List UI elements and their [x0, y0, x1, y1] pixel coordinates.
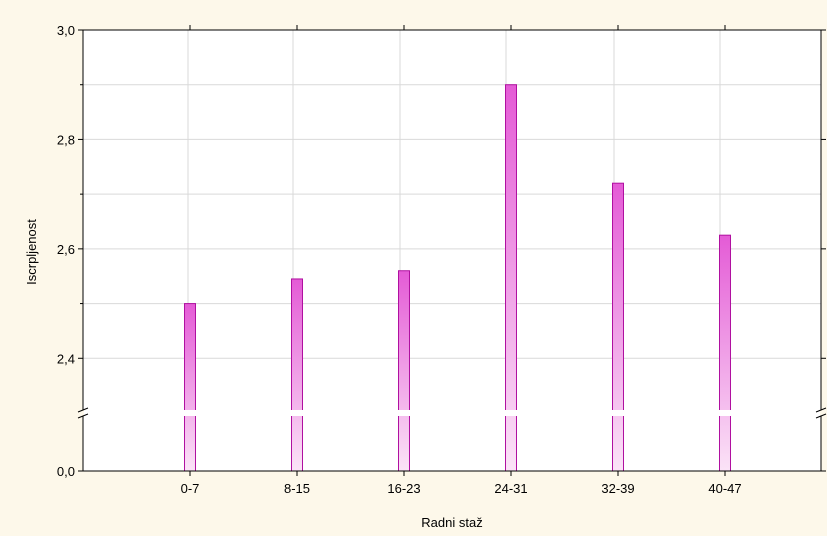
y-tick-labels: 0,0 2,4 2,6 2,8 3,0: [57, 23, 826, 479]
plot-area: [82, 29, 822, 472]
x-tick-label: 0-7: [181, 481, 200, 496]
y-axis-title: Iscrpljenost: [24, 219, 39, 285]
bar-8-15: [291, 278, 303, 472]
bar-0-7: [184, 303, 196, 472]
x-axis-title: Radni staž: [421, 515, 482, 530]
x-tick-label: 8-15: [284, 481, 310, 496]
y-tick-label: 3,0: [57, 23, 75, 38]
y-tick-label: 0,0: [57, 464, 75, 479]
x-tick-label: 24-31: [494, 481, 527, 496]
y-tick-label: 2,8: [57, 132, 75, 147]
y-tick-label: 2,6: [57, 242, 75, 257]
axis-break-gap: [84, 410, 820, 416]
x-tick-label: 16-23: [387, 481, 420, 496]
axes: [82, 29, 822, 472]
x-tick-label: 32-39: [601, 481, 634, 496]
y-tick-label: 2,4: [57, 351, 75, 366]
bar-32-39: [612, 182, 624, 472]
x-tick-label: 40-47: [708, 481, 741, 496]
bar-16-23: [398, 270, 410, 472]
x-tick-labels: 0-7 8-15 16-23 24-31 32-39 40-47: [181, 25, 742, 496]
bar-40-47: [719, 234, 731, 472]
